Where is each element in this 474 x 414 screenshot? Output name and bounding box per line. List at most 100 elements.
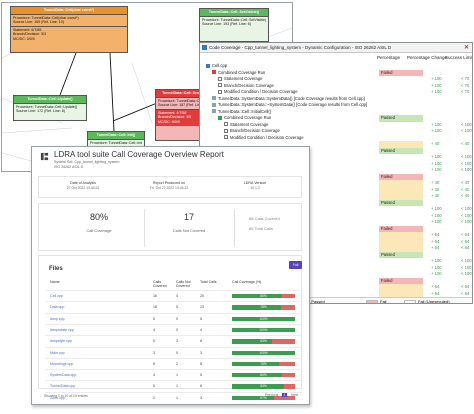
checkbox-icon[interactable]	[224, 128, 228, 133]
tree-row[interactable]: + 100 < 100	[200, 258, 472, 265]
checkbox-icon[interactable]	[218, 89, 222, 94]
tree-row-text: Cell.cpp	[212, 63, 228, 68]
tree-row[interactable]: + 40 < 40	[200, 186, 472, 193]
checkbox-icon[interactable]	[224, 135, 228, 139]
file-total-calls: 5	[200, 373, 202, 378]
legend-swatch	[366, 299, 378, 303]
tree-row[interactable]: + 64 < 64	[200, 284, 472, 291]
tree-row-limit: < 40	[461, 141, 470, 146]
file-calls-covered: 4	[153, 327, 155, 332]
checkbox-icon[interactable]	[224, 122, 228, 126]
file-name-link[interactable]: Data.cpp	[50, 305, 65, 310]
tree-row[interactable]: TunnelData::SystemData::SystemData() [Co…	[200, 96, 472, 103]
graph-node-header: TunnelData::Cell::Update()	[14, 96, 86, 104]
close-icon[interactable]: ✕	[463, 45, 469, 51]
graph-node-init[interactable]: TunnelData::Cell::Init() Procedure: Tunn…	[87, 131, 145, 149]
checkbox-icon[interactable]	[218, 76, 222, 81]
tree-row[interactable]: + 64 < 64	[200, 245, 472, 252]
tree-row-limit: < 100	[461, 271, 472, 276]
file-row[interactable]: Data.cpp 18 5 23 78%	[45, 301, 302, 312]
tree-row[interactable]: + 100 < 100	[200, 154, 472, 161]
graph-node-update[interactable]: TunnelData::Cell::Update() Procedure: Tu…	[13, 95, 87, 121]
tree-row[interactable]: Cell.cpp	[200, 63, 472, 70]
tree-row[interactable]: + 100 < 100	[200, 213, 472, 220]
pagination-page-1[interactable]: 1	[282, 393, 288, 397]
report-system-set: System Set: Cpp_tunnel_lighting_system	[54, 160, 120, 164]
file-name-link[interactable]: Zone.cpp	[50, 395, 65, 400]
file-name-link[interactable]: lamprotate.cpp	[50, 327, 74, 332]
graph-node-procedure: Procedure: TunnelData::Cell(char const*)	[13, 15, 79, 20]
tree-row[interactable]: Statement Coverage + 100 < 70	[200, 76, 472, 83]
pagination-next[interactable]: Next	[291, 393, 298, 397]
tree-row[interactable]: Passed	[200, 199, 472, 206]
file-name-link[interactable]: TunnelData.cpp	[50, 384, 76, 389]
tree-row[interactable]: TunnelData::Cell::InitialCell()	[200, 109, 472, 116]
file-row[interactable]: SystemData.cpp 4 1 5 80%	[45, 369, 302, 380]
window-titlebar[interactable]: Code Coverage - Cpp_tunnel_lighting_syst…	[200, 43, 472, 53]
tree-row-limit: < 100	[461, 154, 472, 159]
coverage-bar-fill	[232, 327, 295, 333]
tree-row[interactable]: + 100 < 100	[200, 206, 472, 213]
files-header-total-calls[interactable]: Total Calls	[200, 280, 217, 284]
meta-value: 10.1.3	[250, 186, 260, 190]
coverage-bar-fill	[232, 384, 285, 389]
tree-row-change: + 100	[431, 128, 442, 133]
tree-row[interactable]: + 64 < 64	[200, 238, 472, 245]
tree-row-change: + 100	[431, 160, 442, 166]
file-row[interactable]: TunnelData.cpp 5 1 6 83%	[45, 380, 302, 391]
tree-row[interactable]: + 100 < 100	[200, 167, 472, 174]
file-row[interactable]: lamprotate.cpp 4 0 4 100%	[45, 323, 302, 335]
tree-row[interactable]: Failed	[200, 173, 472, 180]
tree-row[interactable]: Combined Coverage Run Failed	[200, 69, 472, 76]
tree-row[interactable]: Modified Condition / Decision Coverage	[200, 135, 472, 142]
files-full-button[interactable]: Full	[289, 261, 302, 269]
tree-row[interactable]: + 100 < 100	[200, 219, 472, 226]
column-header-percentage-change[interactable]: Percentage Change	[407, 55, 448, 60]
tree-row-status: Failed	[379, 225, 423, 232]
graph-node-set-visible[interactable]: TunnelData::Cell::SetVisible() Procedure…	[199, 8, 269, 42]
tree-row[interactable]: + 64 < 64	[200, 290, 472, 297]
file-row[interactable]: Mountings.cpp 6 2 8 75%	[45, 357, 302, 369]
tree-row[interactable]: Branch/Decision Coverage + 100 < 100	[200, 128, 472, 135]
file-row[interactable]: Cell.cpp 16 4 20 80%	[45, 290, 302, 301]
tree-row-label: TunnelData::SystemData::SystemData() [Co…	[212, 96, 376, 103]
tree-row[interactable]: + 100 < 100	[200, 160, 472, 168]
tree-row[interactable]: Passed	[200, 251, 472, 258]
file-row[interactable]: lampstyle.cpp 5 3 8 63%	[45, 335, 302, 346]
tree-row[interactable]: Branch/Decision Coverage + 100 < 70	[200, 83, 472, 90]
file-row[interactable]: lamp.cpp 5 0 5 100%	[45, 312, 302, 324]
graph-node-mcdc: MC/DC: 0/0/0	[158, 119, 180, 124]
pagination-previous[interactable]: Previous	[265, 393, 279, 397]
file-name-link[interactable]: lampstyle.cpp	[50, 339, 72, 344]
tree-row[interactable]: Failed	[200, 225, 472, 232]
tree-row[interactable]: + 100 < 100	[200, 271, 472, 278]
column-header-percentage[interactable]: Percentage	[377, 55, 401, 60]
tree-row[interactable]: Passed	[200, 147, 472, 154]
tree-row[interactable]: TunnelData::SystemData::~SystemData() [C…	[200, 102, 472, 109]
column-header-success-limit[interactable]: Success Limit	[445, 55, 473, 60]
tree-row[interactable]: + 40 < 40	[200, 193, 472, 200]
tree-row-change: + 64	[431, 290, 440, 296]
tree-row[interactable]: + 40 < 40	[200, 141, 472, 148]
tree-row[interactable]: + 100 < 100	[200, 265, 472, 272]
files-header-name[interactable]: Name	[50, 280, 60, 284]
file-name-link[interactable]: Main.cpp	[50, 350, 65, 355]
tree-row[interactable]: Modified Condition / Decision Coverage + …	[200, 89, 472, 96]
tree-row[interactable]: Combined Coverage Run Passed	[200, 115, 472, 122]
tree-row[interactable]: + 40 < 40	[200, 180, 472, 187]
summary-divider	[234, 209, 235, 247]
file-name-link[interactable]: SystemData.cpp	[50, 373, 77, 378]
tree-row[interactable]: + 64 < 64	[200, 232, 472, 239]
graph-node-cell-constructor[interactable]: TunnelData::Cell(char const*) Procedure:…	[10, 6, 128, 53]
file-name-link[interactable]: lamp.cpp	[50, 316, 65, 321]
tree-row[interactable]: Failed	[200, 277, 472, 284]
files-header-calls-covered[interactable]: Calls Covered	[153, 280, 167, 289]
files-header-call-coverage[interactable]: Call Coverage (%)	[232, 280, 262, 284]
file-name-link[interactable]: Mountings.cpp	[50, 361, 74, 366]
file-name-link[interactable]: Cell.cpp	[50, 294, 63, 298]
file-row[interactable]: Zone.cpp 2 1 3 67%	[45, 391, 302, 403]
tree-row[interactable]: Statement Coverage + 100 < 100	[200, 122, 472, 129]
file-row[interactable]: Main.cpp 3 0 3 100%	[45, 346, 302, 358]
checkbox-icon[interactable]	[218, 83, 222, 87]
files-header-calls-not-covered[interactable]: Calls Not Covered	[176, 280, 191, 289]
